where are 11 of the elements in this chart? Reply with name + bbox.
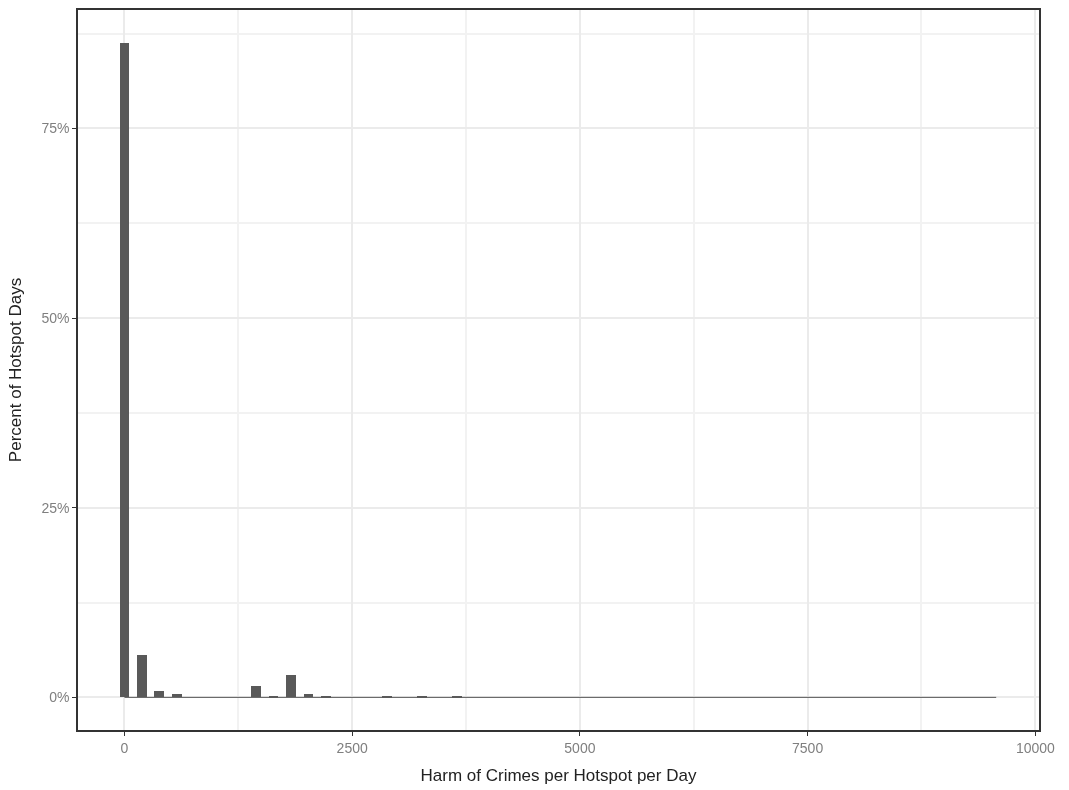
x-tick-label: 0	[120, 739, 129, 756]
y-tick-label: 25%	[41, 499, 70, 516]
y-tick-label: 50%	[41, 309, 70, 326]
y-tick-label: 75%	[41, 120, 70, 137]
x-tick-label: 5000	[564, 739, 596, 756]
y-axis-title: Percent of Hotspot Days	[6, 277, 26, 463]
x-tick-label: 10000	[1015, 739, 1056, 756]
x-axis-title: Harm of Crimes per Hotspot per Day	[420, 766, 697, 786]
x-tick-label: 2500	[336, 739, 368, 756]
y-tick-label: 0%	[49, 689, 70, 706]
x-tick-label: 7500	[792, 739, 824, 756]
